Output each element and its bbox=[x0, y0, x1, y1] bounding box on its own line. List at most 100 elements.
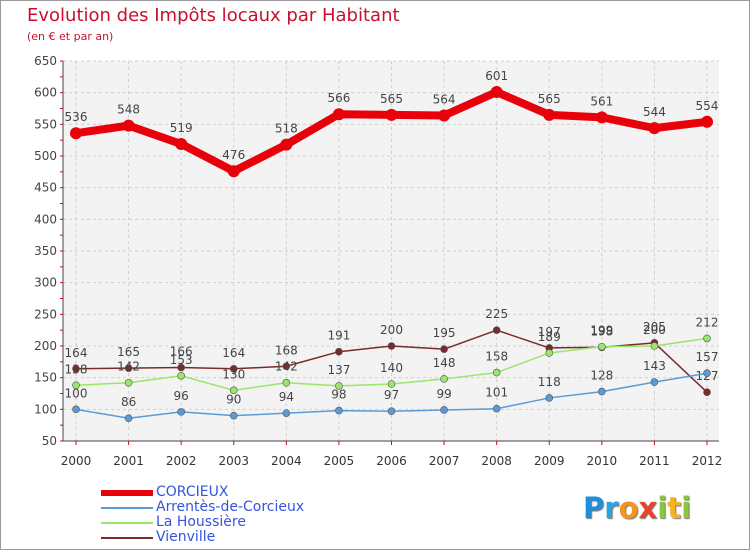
x-tick-label: 2012 bbox=[692, 454, 723, 468]
data-label: 476 bbox=[222, 148, 245, 162]
data-label: 164 bbox=[222, 346, 245, 360]
data-label: 212 bbox=[696, 315, 719, 329]
x-tick-label: 2005 bbox=[324, 454, 355, 468]
data-label: 189 bbox=[538, 330, 561, 344]
data-point bbox=[703, 369, 711, 378]
data-label: 168 bbox=[275, 343, 298, 357]
logo-letter: P bbox=[583, 491, 605, 525]
data-point bbox=[650, 378, 659, 386]
data-point bbox=[492, 368, 501, 377]
data-point bbox=[545, 349, 554, 357]
data-point bbox=[440, 375, 448, 383]
data-label: 157 bbox=[696, 350, 719, 364]
data-label: 90 bbox=[226, 393, 241, 407]
proxiti-logo: Proxiti bbox=[583, 491, 691, 525]
data-point bbox=[543, 108, 556, 121]
data-label: 100 bbox=[65, 386, 88, 400]
data-label: 225 bbox=[485, 307, 508, 321]
x-tick-label: 2008 bbox=[481, 454, 512, 468]
y-tick-label: 350 bbox=[34, 244, 57, 258]
data-label: 118 bbox=[538, 375, 561, 389]
data-point bbox=[282, 378, 291, 387]
data-label: 130 bbox=[222, 367, 245, 381]
x-tick-label: 2003 bbox=[218, 454, 249, 468]
data-label: 142 bbox=[275, 360, 298, 374]
data-point bbox=[227, 165, 240, 178]
data-label: 143 bbox=[643, 359, 666, 373]
legend-swatch-arrentes bbox=[101, 507, 153, 509]
data-point bbox=[650, 342, 659, 350]
data-point bbox=[335, 406, 343, 415]
data-point bbox=[598, 387, 606, 396]
data-label: 199 bbox=[590, 324, 613, 338]
data-label: 98 bbox=[331, 388, 346, 402]
data-label: 518 bbox=[275, 122, 298, 136]
data-label: 97 bbox=[384, 388, 399, 402]
y-tick-label: 500 bbox=[34, 149, 57, 163]
data-point bbox=[332, 108, 345, 121]
logo-letter: o bbox=[618, 491, 639, 525]
logo-letter: x bbox=[638, 491, 658, 525]
data-label: 198 bbox=[590, 324, 613, 338]
data-label: 601 bbox=[485, 69, 508, 83]
data-label: 205 bbox=[643, 320, 666, 334]
data-point bbox=[282, 362, 291, 371]
data-label: 94 bbox=[279, 390, 294, 404]
legend-label-houssiere: La Houssière bbox=[156, 514, 246, 530]
y-tick-label: 200 bbox=[34, 339, 57, 353]
y-tick-label: 650 bbox=[34, 54, 57, 68]
data-point bbox=[177, 408, 185, 416]
data-label: 153 bbox=[170, 353, 193, 367]
data-label: 101 bbox=[485, 386, 508, 400]
x-tick-label: 2001 bbox=[113, 454, 144, 468]
logo-letter: i bbox=[681, 491, 692, 525]
data-point bbox=[229, 411, 238, 420]
x-tick-label: 2006 bbox=[376, 454, 407, 468]
data-label: 561 bbox=[590, 94, 613, 108]
data-point bbox=[124, 364, 133, 372]
data-point bbox=[280, 138, 293, 151]
chart-subtitle: (en € et par an) bbox=[27, 30, 114, 43]
data-point bbox=[648, 122, 661, 135]
data-point bbox=[229, 386, 238, 395]
data-label: 140 bbox=[380, 361, 403, 375]
data-point bbox=[282, 409, 291, 417]
data-label: 96 bbox=[174, 389, 189, 403]
data-label: 165 bbox=[117, 345, 140, 359]
data-point bbox=[492, 326, 501, 334]
data-label: 191 bbox=[327, 329, 350, 343]
data-point bbox=[122, 119, 135, 132]
x-tick-label: 2010 bbox=[587, 454, 618, 468]
data-point bbox=[701, 115, 713, 128]
data-point bbox=[72, 364, 80, 373]
data-label: 138 bbox=[65, 362, 88, 376]
legend-swatch-houssiere bbox=[101, 522, 153, 524]
data-point bbox=[387, 380, 396, 388]
data-label: 554 bbox=[696, 99, 719, 113]
data-label: 565 bbox=[380, 92, 403, 106]
data-point bbox=[335, 347, 343, 356]
data-point bbox=[177, 371, 185, 380]
data-point bbox=[387, 342, 396, 350]
data-point bbox=[703, 334, 711, 343]
legend-label-corcieux: CORCIEUX bbox=[156, 484, 229, 500]
data-point bbox=[490, 86, 503, 99]
data-label: 164 bbox=[65, 346, 88, 360]
data-point bbox=[72, 381, 80, 390]
data-label: 99 bbox=[436, 387, 451, 401]
data-label: 128 bbox=[590, 369, 613, 383]
chart-title: Evolution des Impôts locaux par Habitant bbox=[27, 5, 400, 26]
data-point bbox=[124, 414, 133, 423]
data-label: 86 bbox=[121, 395, 136, 409]
x-tick-label: 2007 bbox=[429, 454, 460, 468]
data-point bbox=[229, 364, 238, 373]
legend-label-arrentes: Arrentès-de-Corcieux bbox=[156, 499, 305, 515]
y-tick-label: 250 bbox=[34, 307, 57, 321]
x-tick-label: 2002 bbox=[166, 454, 197, 468]
logo-letter: i bbox=[657, 491, 668, 525]
logo-letter: t bbox=[667, 491, 682, 525]
y-tick-label: 450 bbox=[34, 181, 57, 195]
x-tick-label: 2004 bbox=[271, 454, 302, 468]
legend-swatch-vienville bbox=[101, 537, 153, 539]
